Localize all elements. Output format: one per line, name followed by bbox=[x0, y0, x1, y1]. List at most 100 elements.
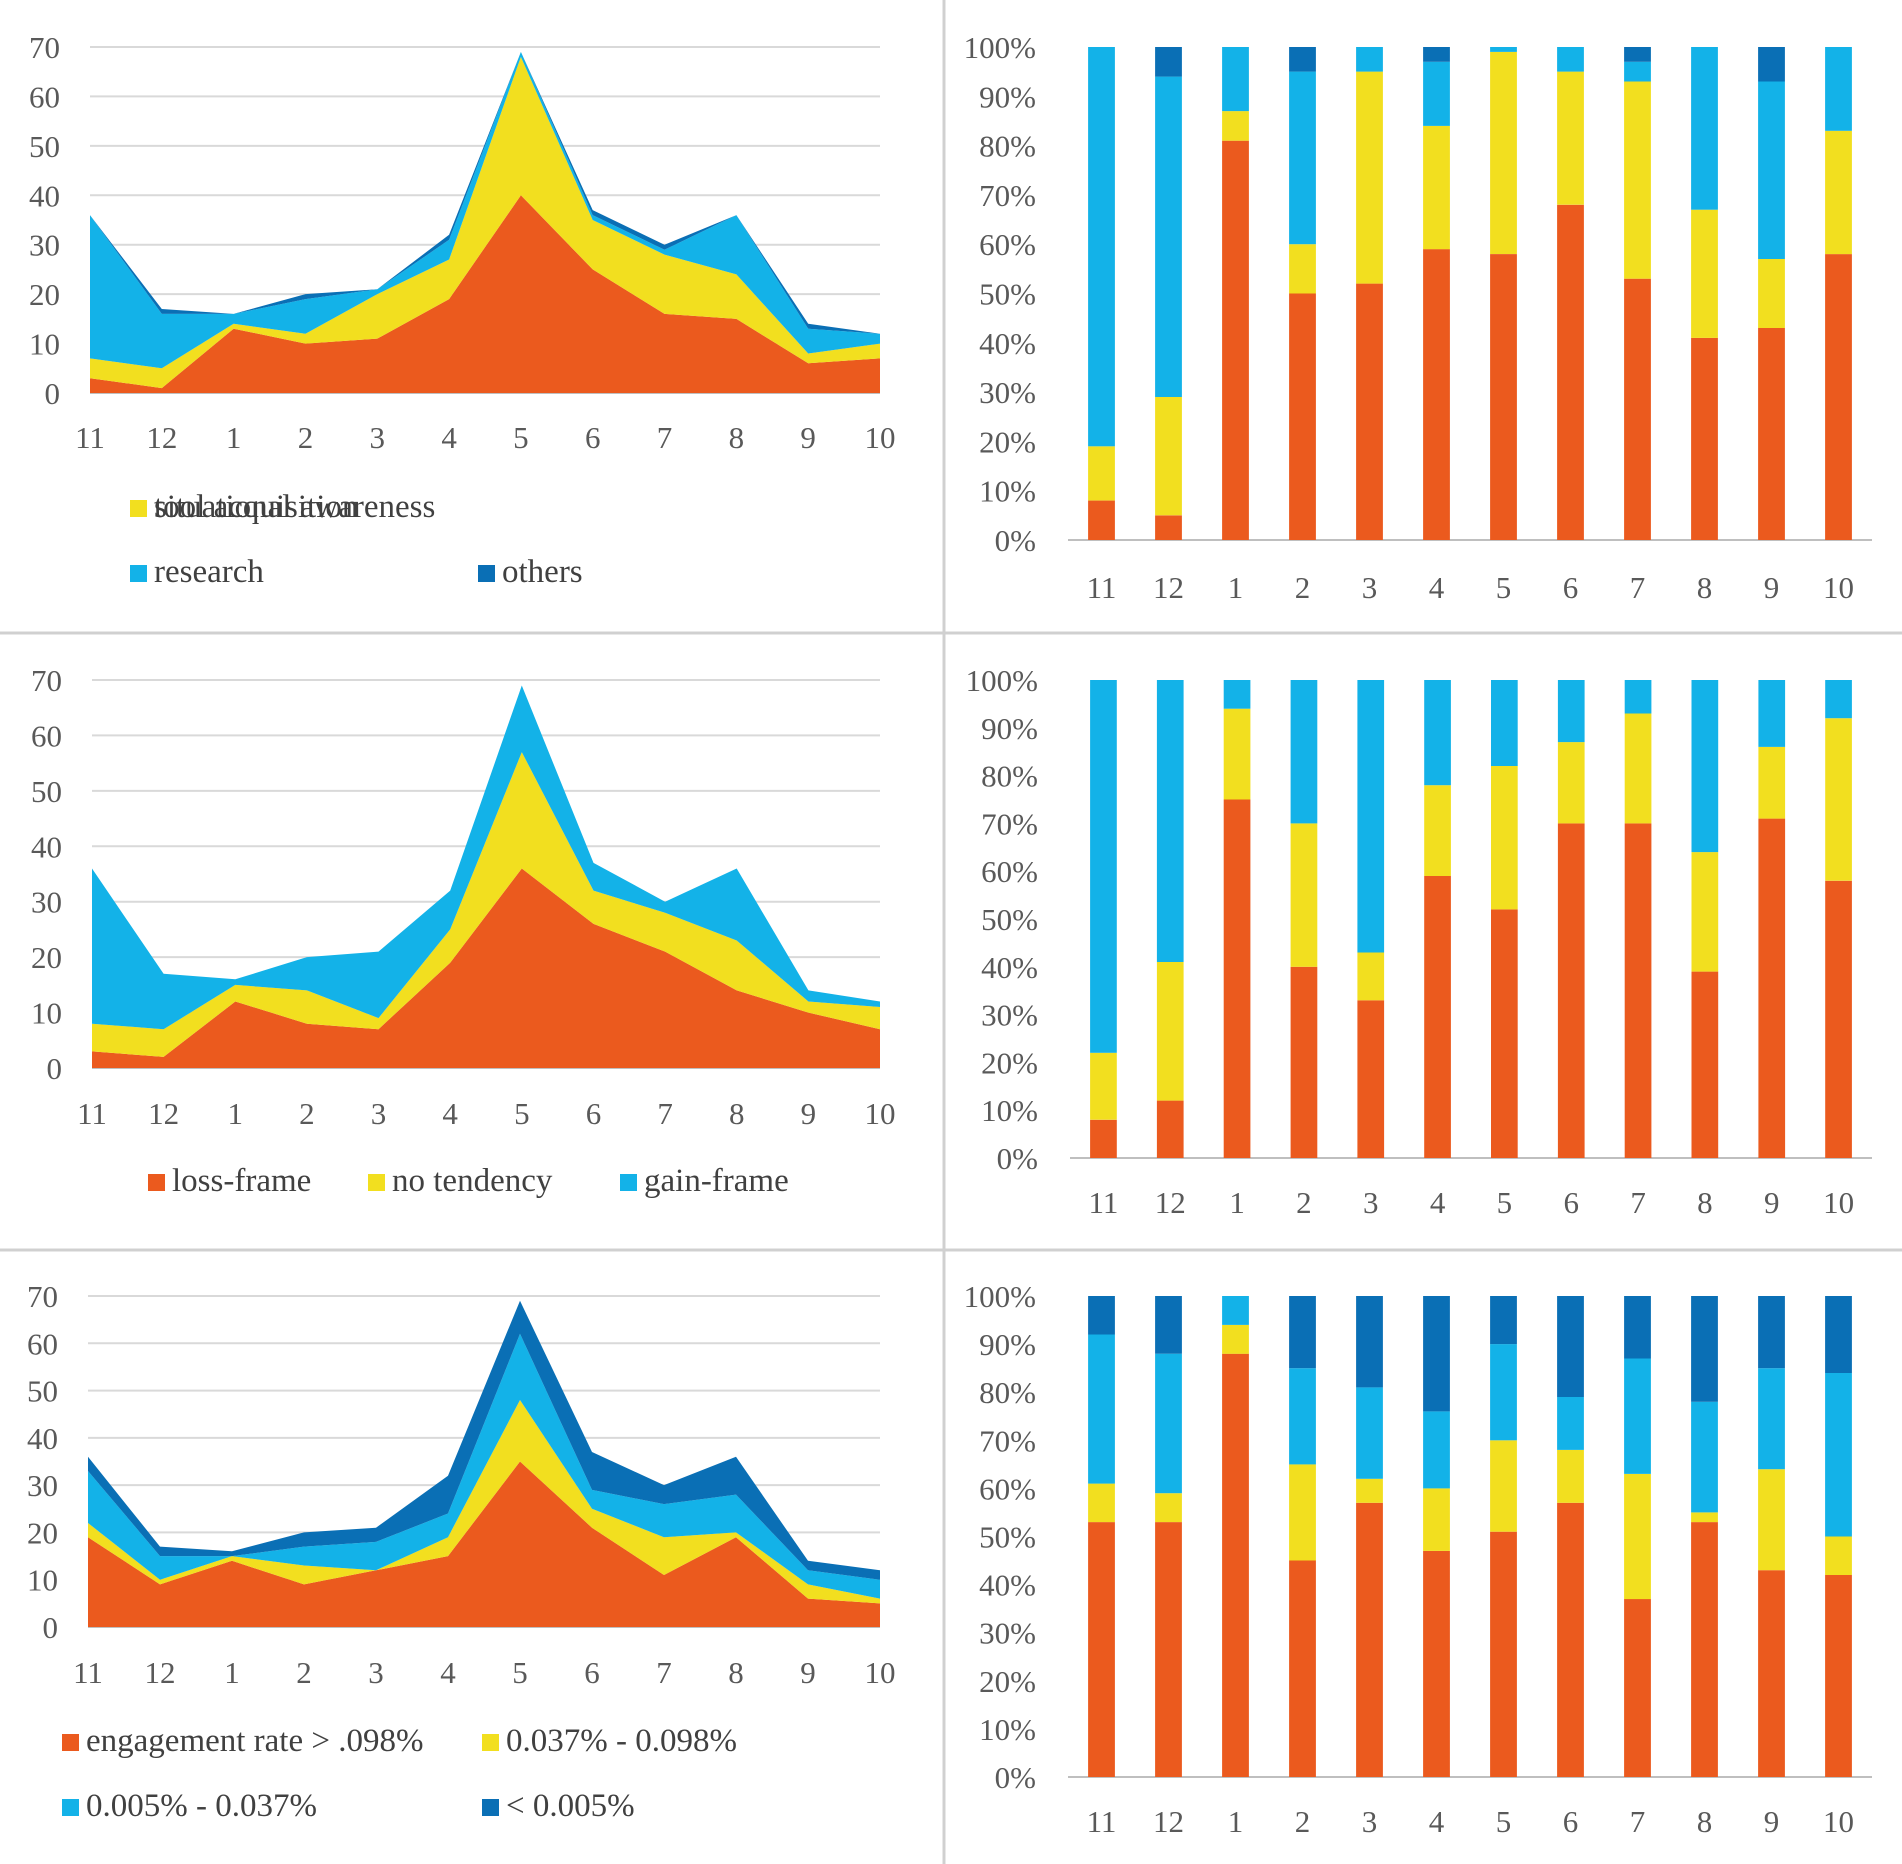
bar-segment-research bbox=[1155, 76, 1182, 397]
engagement-percent-chart: 0%10%20%30%40%50%60%70%80%90%100%11 12 1 2 3… bbox=[964, 1279, 1872, 1839]
bar-segment-no-tendency bbox=[1424, 785, 1451, 876]
y-tick-label: 20% bbox=[979, 424, 1036, 459]
y-tick-label: 70 bbox=[29, 30, 60, 65]
legend-label: 0.005% - 0.037% bbox=[86, 1788, 317, 1824]
bar-segment-0-037-0-098 bbox=[1557, 1449, 1584, 1503]
x-tick-label: 10 bbox=[865, 1096, 896, 1131]
bar-segment-situational-awareness bbox=[1289, 293, 1316, 540]
bar-segment-engagement-rate-098 bbox=[1088, 1522, 1115, 1777]
x-tick-label: 10 bbox=[1823, 1804, 1854, 1839]
y-tick-label: 70 bbox=[31, 663, 62, 698]
bar-segment-gain-frame bbox=[1090, 680, 1117, 1053]
y-tick-label: 100% bbox=[964, 1279, 1036, 1314]
x-tick-label: 6 bbox=[1564, 1185, 1580, 1220]
y-tick-label: 0 bbox=[47, 1051, 63, 1086]
bar-segment-0-037-0-098 bbox=[1423, 1488, 1450, 1551]
y-tick-label: 90% bbox=[979, 1327, 1036, 1362]
bar-segment-no-tendency bbox=[1825, 718, 1852, 881]
bar-segment-situational-awareness bbox=[1222, 140, 1249, 540]
y-tick-label: 70% bbox=[979, 1423, 1036, 1458]
bar-segment-research bbox=[1624, 61, 1651, 82]
bar-segment-tool-acquisition bbox=[1691, 209, 1718, 338]
bar-segment-0-005 bbox=[1691, 1296, 1718, 1402]
legend-item-0-005-0-037: 0.005% - 0.037% bbox=[62, 1788, 317, 1824]
bar-segment-gain-frame bbox=[1357, 680, 1385, 953]
bar-segment-research bbox=[1222, 47, 1249, 112]
y-tick-label: 0 bbox=[43, 1610, 59, 1645]
x-tick-label: 9 bbox=[800, 420, 816, 455]
bar-segment-no-tendency bbox=[1758, 746, 1786, 819]
y-tick-label: 50% bbox=[981, 902, 1038, 937]
bar-segment-tool-acquisition bbox=[1356, 71, 1383, 284]
bar-segment-engagement-rate-098 bbox=[1289, 1560, 1316, 1777]
bar-segment-gain-frame bbox=[1691, 680, 1719, 853]
x-tick-label: 10 bbox=[865, 420, 896, 455]
x-tick-label: 11 bbox=[1087, 1804, 1117, 1839]
y-tick-label: 30 bbox=[31, 885, 62, 920]
legend-swatch bbox=[148, 1174, 165, 1191]
x-tick-label: 9 bbox=[1764, 570, 1780, 605]
bar-segment-others bbox=[1423, 47, 1450, 62]
bar-segment-situational-awareness bbox=[1356, 283, 1383, 540]
bar-segment-no-tendency bbox=[1691, 852, 1719, 972]
legend-label: situational awareness bbox=[154, 489, 435, 525]
bar-segment-gain-frame bbox=[1156, 680, 1184, 962]
y-tick-label: 80% bbox=[979, 1375, 1036, 1410]
y-tick-label: 50% bbox=[979, 277, 1036, 312]
bar-segment-situational-awareness bbox=[1624, 278, 1651, 540]
x-tick-label: 12 bbox=[148, 1096, 179, 1131]
bar-segment-gain-frame bbox=[1491, 680, 1518, 766]
y-tick-label: 0% bbox=[995, 523, 1036, 558]
y-tick-label: 10% bbox=[981, 1093, 1038, 1128]
y-tick-label: 70% bbox=[979, 178, 1036, 213]
bar-segment-others bbox=[1155, 47, 1182, 77]
x-tick-label: 9 bbox=[1764, 1185, 1780, 1220]
bar-segment-0-005 bbox=[1423, 1296, 1450, 1412]
y-tick-label: 20 bbox=[27, 1515, 58, 1550]
legend-label: < 0.005% bbox=[506, 1788, 635, 1824]
bar-segment-0-005 bbox=[1289, 1296, 1316, 1369]
bar-segment-loss-frame bbox=[1223, 799, 1251, 1158]
x-tick-label: 5 bbox=[1496, 1804, 1512, 1839]
x-tick-label: 12 bbox=[145, 1655, 176, 1690]
legend-swatch bbox=[62, 1799, 79, 1816]
bar-segment-loss-frame bbox=[1825, 880, 1852, 1158]
bar-segment-loss-frame bbox=[1691, 971, 1719, 1158]
x-tick-label: 9 bbox=[801, 1096, 817, 1131]
y-tick-label: 60% bbox=[981, 854, 1038, 889]
bar-segment-0-005 bbox=[1356, 1296, 1383, 1388]
x-tick-label: 7 bbox=[1630, 1804, 1646, 1839]
x-tick-label: 6 bbox=[586, 1096, 602, 1131]
bar-segment-0-037-0-098 bbox=[1691, 1512, 1718, 1523]
bar-segment-situational-awareness bbox=[1825, 254, 1852, 540]
bar-segment-tool-acquisition bbox=[1758, 259, 1785, 328]
x-tick-label: 6 bbox=[1563, 570, 1579, 605]
bar-segment-0-005-0-037 bbox=[1758, 1368, 1785, 1470]
y-tick-label: 20% bbox=[979, 1664, 1036, 1699]
y-tick-label: 70% bbox=[981, 806, 1038, 841]
legend-swatch bbox=[482, 1734, 499, 1751]
bar-segment-gain-frame bbox=[1290, 680, 1318, 824]
legend-swatch bbox=[478, 565, 495, 582]
y-tick-label: 10% bbox=[979, 474, 1036, 509]
area-series-loss-frame bbox=[92, 868, 880, 1068]
x-tick-label: 5 bbox=[513, 420, 529, 455]
bar-segment-0-005-0-037 bbox=[1825, 1373, 1852, 1537]
y-tick-label: 40% bbox=[981, 950, 1038, 985]
legend-swatch bbox=[368, 1174, 385, 1191]
legend-item-research: research bbox=[130, 554, 264, 590]
bar-segment-loss-frame bbox=[1290, 966, 1318, 1158]
x-tick-label: 3 bbox=[1362, 1804, 1378, 1839]
bar-segment-0-005-0-037 bbox=[1624, 1358, 1651, 1474]
x-tick-label: 10 bbox=[1823, 1185, 1854, 1220]
bar-segment-gain-frame bbox=[1758, 680, 1786, 747]
y-tick-label: 80% bbox=[979, 129, 1036, 164]
area-series-0-005-0-037 bbox=[88, 1333, 880, 1599]
y-tick-label: 40 bbox=[31, 829, 62, 864]
bar-segment-no-tendency bbox=[1156, 962, 1184, 1101]
y-tick-label: 90% bbox=[979, 79, 1036, 114]
x-tick-label: 8 bbox=[1697, 570, 1713, 605]
x-tick-label: 6 bbox=[1563, 1804, 1579, 1839]
legend-label: engagement rate > .098% bbox=[86, 1723, 423, 1759]
bar-segment-tool-acquisition bbox=[1624, 81, 1651, 279]
